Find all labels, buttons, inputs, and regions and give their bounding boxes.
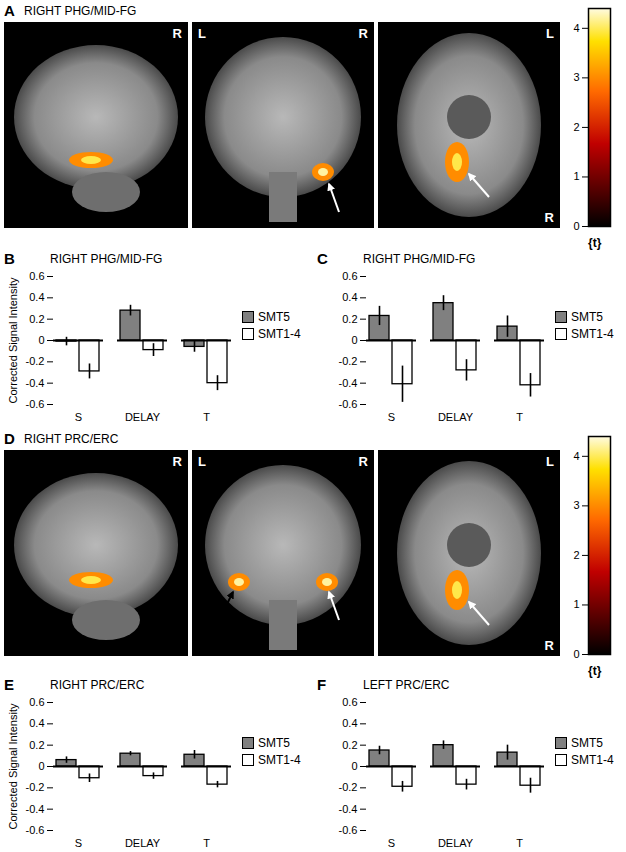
html-text:{t}: {t} xyxy=(588,236,602,250)
svg-text:0: 0 xyxy=(38,334,44,346)
html-text:RIGHT PRC/ERC: RIGHT PRC/ERC xyxy=(50,678,145,692)
svg-text:-0.2: -0.2 xyxy=(26,781,45,793)
svg-text:0.6: 0.6 xyxy=(29,696,44,708)
svg-text:0.2: 0.2 xyxy=(29,313,44,325)
svg-text:0.6: 0.6 xyxy=(342,696,357,708)
svg-text:R: R xyxy=(173,26,183,41)
svg-text:T: T xyxy=(516,411,523,423)
svg-text:-0.6: -0.6 xyxy=(26,398,45,410)
svg-text:L: L xyxy=(198,26,206,41)
html-text:RIGHT PHG/MID-FG: RIGHT PHG/MID-FG xyxy=(363,252,476,266)
html-text:{t}: {t} xyxy=(588,664,602,678)
html-text:F: F xyxy=(317,676,327,693)
svg-text:0: 0 xyxy=(573,220,579,232)
svg-text:S: S xyxy=(75,837,82,849)
svg-text:0.2: 0.2 xyxy=(29,739,44,751)
html-text:SMT1-4: SMT1-4 xyxy=(258,753,301,767)
html-text:RIGHT PHG/MID-FG: RIGHT PHG/MID-FG xyxy=(50,252,163,266)
html-text:RIGHT PHG/MID-FG: RIGHT PHG/MID-FG xyxy=(24,4,137,18)
svg-text:1: 1 xyxy=(573,170,579,182)
svg-text:R: R xyxy=(359,454,369,469)
svg-text:S: S xyxy=(75,411,82,423)
svg-text:R: R xyxy=(359,26,369,41)
html-text:SMT5: SMT5 xyxy=(258,310,290,324)
svg-text:2: 2 xyxy=(573,549,579,561)
svg-text:T: T xyxy=(203,837,210,849)
svg-text:0.2: 0.2 xyxy=(342,313,357,325)
svg-text:R: R xyxy=(545,210,555,225)
svg-text:3: 3 xyxy=(573,71,579,83)
svg-text:-0.2: -0.2 xyxy=(26,355,45,367)
svg-text:4: 4 xyxy=(573,22,579,34)
svg-text:-0.2: -0.2 xyxy=(339,781,358,793)
svg-text:3: 3 xyxy=(573,499,579,511)
svg-text:DELAY: DELAY xyxy=(125,411,161,423)
svg-text:DELAY: DELAY xyxy=(438,411,474,423)
svg-text:0.4: 0.4 xyxy=(342,291,357,303)
html-text:LEFT PRC/ERC: LEFT PRC/ERC xyxy=(363,678,450,692)
svg-text:Corrected Signal Intensity: Corrected Signal Intensity xyxy=(7,277,19,403)
html-text:SMT5: SMT5 xyxy=(571,736,603,750)
svg-text:0: 0 xyxy=(351,760,357,772)
html-text:B: B xyxy=(4,250,15,267)
html-text:E: E xyxy=(4,676,14,693)
svg-text:1: 1 xyxy=(573,598,579,610)
html-text:A: A xyxy=(4,2,15,19)
svg-text:2: 2 xyxy=(573,121,579,133)
svg-text:-0.2: -0.2 xyxy=(339,355,358,367)
svg-text:0: 0 xyxy=(38,760,44,772)
svg-text:-0.4: -0.4 xyxy=(26,377,45,389)
html-text:D: D xyxy=(4,430,15,447)
html-text:SMT5: SMT5 xyxy=(258,736,290,750)
svg-text:Corrected Signal Intensity: Corrected Signal Intensity xyxy=(7,703,19,829)
svg-text:0.4: 0.4 xyxy=(342,717,357,729)
svg-text:0.4: 0.4 xyxy=(29,291,44,303)
svg-text:S: S xyxy=(388,837,395,849)
svg-text:-0.4: -0.4 xyxy=(339,377,358,389)
svg-text:0: 0 xyxy=(351,334,357,346)
svg-text:R: R xyxy=(545,638,555,653)
html-text:SMT1-4: SMT1-4 xyxy=(571,753,614,767)
svg-text:L: L xyxy=(546,26,554,41)
html-text:C: C xyxy=(317,250,328,267)
svg-text:L: L xyxy=(198,454,206,469)
svg-text:0.4: 0.4 xyxy=(29,717,44,729)
svg-text:4: 4 xyxy=(573,450,579,462)
svg-text:0.2: 0.2 xyxy=(342,739,357,751)
svg-text:DELAY: DELAY xyxy=(125,837,161,849)
svg-text:-0.4: -0.4 xyxy=(339,803,358,815)
svg-text:0: 0 xyxy=(573,648,579,660)
svg-text:S: S xyxy=(388,411,395,423)
html-text:RIGHT PRC/ERC: RIGHT PRC/ERC xyxy=(24,432,119,446)
html-text:SMT1-4: SMT1-4 xyxy=(571,327,614,341)
html-text:SMT5: SMT5 xyxy=(571,310,603,324)
svg-text:T: T xyxy=(203,411,210,423)
svg-text:0.6: 0.6 xyxy=(29,270,44,282)
svg-text:R: R xyxy=(173,454,183,469)
svg-text:-0.4: -0.4 xyxy=(26,803,45,815)
svg-text:0.6: 0.6 xyxy=(342,270,357,282)
svg-text:L: L xyxy=(546,454,554,469)
svg-text:-0.6: -0.6 xyxy=(339,398,358,410)
svg-text:DELAY: DELAY xyxy=(438,837,474,849)
svg-text:T: T xyxy=(516,837,523,849)
html-text:SMT1-4: SMT1-4 xyxy=(258,327,301,341)
svg-text:-0.6: -0.6 xyxy=(26,824,45,836)
svg-text:-0.6: -0.6 xyxy=(339,824,358,836)
